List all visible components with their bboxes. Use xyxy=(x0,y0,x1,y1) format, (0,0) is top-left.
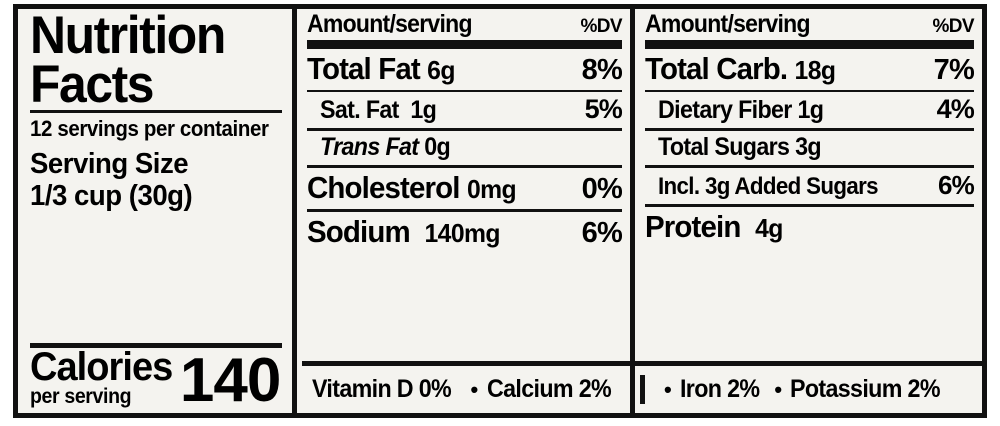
sat-fat-dv: 5% xyxy=(584,94,623,124)
total-fat-dv: 8% xyxy=(581,54,623,86)
label-right-panel: Amount/serving %DV Total Carb. 18g 7% Di… xyxy=(635,9,982,413)
bullet-separator-icon-2: • xyxy=(664,376,672,402)
sat-fat-name: Sat. Fat xyxy=(320,96,399,124)
row-protein: Protein 4g xyxy=(645,207,974,248)
micronutrient-strip: Vitamin D 0% • Calcium 2% • Iron 2% • Po… xyxy=(302,361,982,413)
servings-per-container: 12 servings per container xyxy=(30,115,269,141)
dietary-fiber-dv: 4% xyxy=(936,94,975,124)
row-added-sugars: Incl. 3g Added Sugars 6% xyxy=(645,168,975,204)
divider-after-added-sugars xyxy=(645,204,974,207)
trans-fat-label: Trans Fat 0g xyxy=(320,133,451,162)
page-title: Nutrition Facts xyxy=(30,9,267,115)
calories-text-group: Calories per serving xyxy=(30,345,180,409)
title-line-1: Nutrition xyxy=(30,6,226,65)
divider-after-trans-fat xyxy=(307,165,622,168)
protein-label: Protein 4g xyxy=(645,209,783,245)
divider-after-total-carb xyxy=(645,90,974,92)
label-left-panel: Nutrition Facts 12 servings per containe… xyxy=(18,9,297,413)
calories-label: Calories xyxy=(30,345,173,390)
dietary-fiber-label: Dietary Fiber 1g xyxy=(658,96,824,125)
divider-under-title xyxy=(30,109,282,113)
calcium-item: Calcium 2% xyxy=(486,375,612,404)
protein-qty: 4g xyxy=(755,213,783,243)
calories-block: Calories per serving 140 xyxy=(30,345,282,415)
iron-dv: 2% xyxy=(727,375,760,403)
divider-above-calories xyxy=(30,343,282,349)
total-carb-dv: 7% xyxy=(933,54,975,86)
row-total-fat: Total Fat 6g 8% xyxy=(307,49,623,90)
potassium-name: Potassium xyxy=(790,375,903,403)
right-dv-header: %DV xyxy=(932,16,975,37)
label-middle-panel: Amount/serving %DV Total Fat 6g 8% Sat. … xyxy=(297,9,635,413)
divider-after-total-sugars xyxy=(645,165,974,168)
trans-fat-qty: 0g xyxy=(424,133,451,161)
vitamin-d-dv: 0% xyxy=(418,375,452,403)
added-sugars-label: Incl. 3g Added Sugars xyxy=(658,173,879,200)
total-carb-qty: 18g xyxy=(794,55,836,85)
vitamin-d-item: Vitamin D 0% xyxy=(312,375,452,404)
middle-dv-header: %DV xyxy=(580,16,623,37)
cholesterol-qty: 0mg xyxy=(466,174,517,204)
serving-size-label: Serving Size xyxy=(30,147,189,180)
middle-column-header: Amount/serving %DV xyxy=(307,9,623,40)
protein-name: Protein xyxy=(645,209,741,244)
dietary-fiber-name: Dietary Fiber xyxy=(658,96,792,124)
iron-name: Iron xyxy=(680,375,722,403)
calcium-dv: 2% xyxy=(578,375,611,403)
vitamin-d-name: Vitamin D xyxy=(312,375,414,403)
trans-fat-name: Trans Fat xyxy=(320,133,419,161)
bullet-separator-icon: • xyxy=(470,376,479,402)
sat-fat-label: Sat. Fat 1g xyxy=(320,96,437,125)
row-total-sugars: Total Sugars 3g xyxy=(645,131,974,165)
row-saturated-fat: Sat. Fat 1g 5% xyxy=(307,92,623,128)
divider-after-sat-fat xyxy=(307,128,622,131)
calories-value: 140 xyxy=(179,345,281,415)
added-sugars-dv: 6% xyxy=(938,170,975,200)
left-panel-spacer xyxy=(30,213,282,344)
calcium-name: Calcium xyxy=(486,375,574,403)
row-trans-fat: Trans Fat 0g xyxy=(307,131,622,165)
serving-size-value: 1/3 cup (30g) xyxy=(30,180,193,213)
total-fat-qty: 6g xyxy=(427,55,455,85)
total-carb-name: Total Carb. xyxy=(645,51,788,86)
micronutrient-group-right: • Iron 2% • Potassium 2% xyxy=(645,375,982,404)
divider-middle-header xyxy=(307,40,622,49)
row-dietary-fiber: Dietary Fiber 1g 4% xyxy=(645,92,975,128)
sodium-label: Sodium 140mg xyxy=(307,214,501,250)
nutrition-facts-label: Nutrition Facts 12 servings per containe… xyxy=(13,4,987,418)
middle-amount-header: Amount/serving xyxy=(307,10,473,38)
cholesterol-label: Cholesterol 0mg xyxy=(307,170,517,206)
row-total-carb: Total Carb. 18g 7% xyxy=(645,49,975,90)
serving-size: Serving Size 1/3 cup (30g) xyxy=(30,144,269,213)
total-carb-label: Total Carb. 18g xyxy=(645,51,836,87)
total-sugars-qty: 3g xyxy=(795,133,821,161)
cholesterol-name: Cholesterol xyxy=(307,170,460,205)
right-amount-header: Amount/serving xyxy=(645,10,811,38)
row-cholesterol: Cholesterol 0mg 0% xyxy=(307,168,623,209)
cholesterol-dv: 0% xyxy=(581,173,623,205)
potassium-dv: 2% xyxy=(907,375,941,403)
potassium-item: Potassium 2% xyxy=(790,375,940,404)
total-fat-label: Total Fat 6g xyxy=(307,51,455,87)
total-sugars-label: Total Sugars 3g xyxy=(658,133,822,162)
micronutrient-group-left: Vitamin D 0% • Calcium 2% xyxy=(302,375,645,404)
bullet-separator-icon-3: • xyxy=(774,376,782,402)
iron-item: Iron 2% xyxy=(680,375,760,404)
divider-after-cholesterol xyxy=(307,209,622,212)
sodium-dv: 6% xyxy=(581,217,623,249)
sat-fat-qty: 1g xyxy=(410,96,437,124)
total-fat-name: Total Fat xyxy=(307,51,421,86)
sodium-name: Sodium xyxy=(307,214,411,249)
divider-after-total-fat xyxy=(307,90,622,92)
dietary-fiber-qty: 1g xyxy=(797,96,824,124)
title-line-2: Facts xyxy=(30,55,155,115)
divider-right-header xyxy=(645,40,974,49)
row-sodium: Sodium 140mg 6% xyxy=(307,212,623,253)
sodium-qty: 140mg xyxy=(424,218,501,248)
calories-sublabel: per serving xyxy=(30,385,132,409)
right-column-header: Amount/serving %DV xyxy=(645,9,975,40)
divider-after-dietary-fiber xyxy=(645,128,974,131)
total-sugars-name: Total Sugars xyxy=(658,133,790,161)
